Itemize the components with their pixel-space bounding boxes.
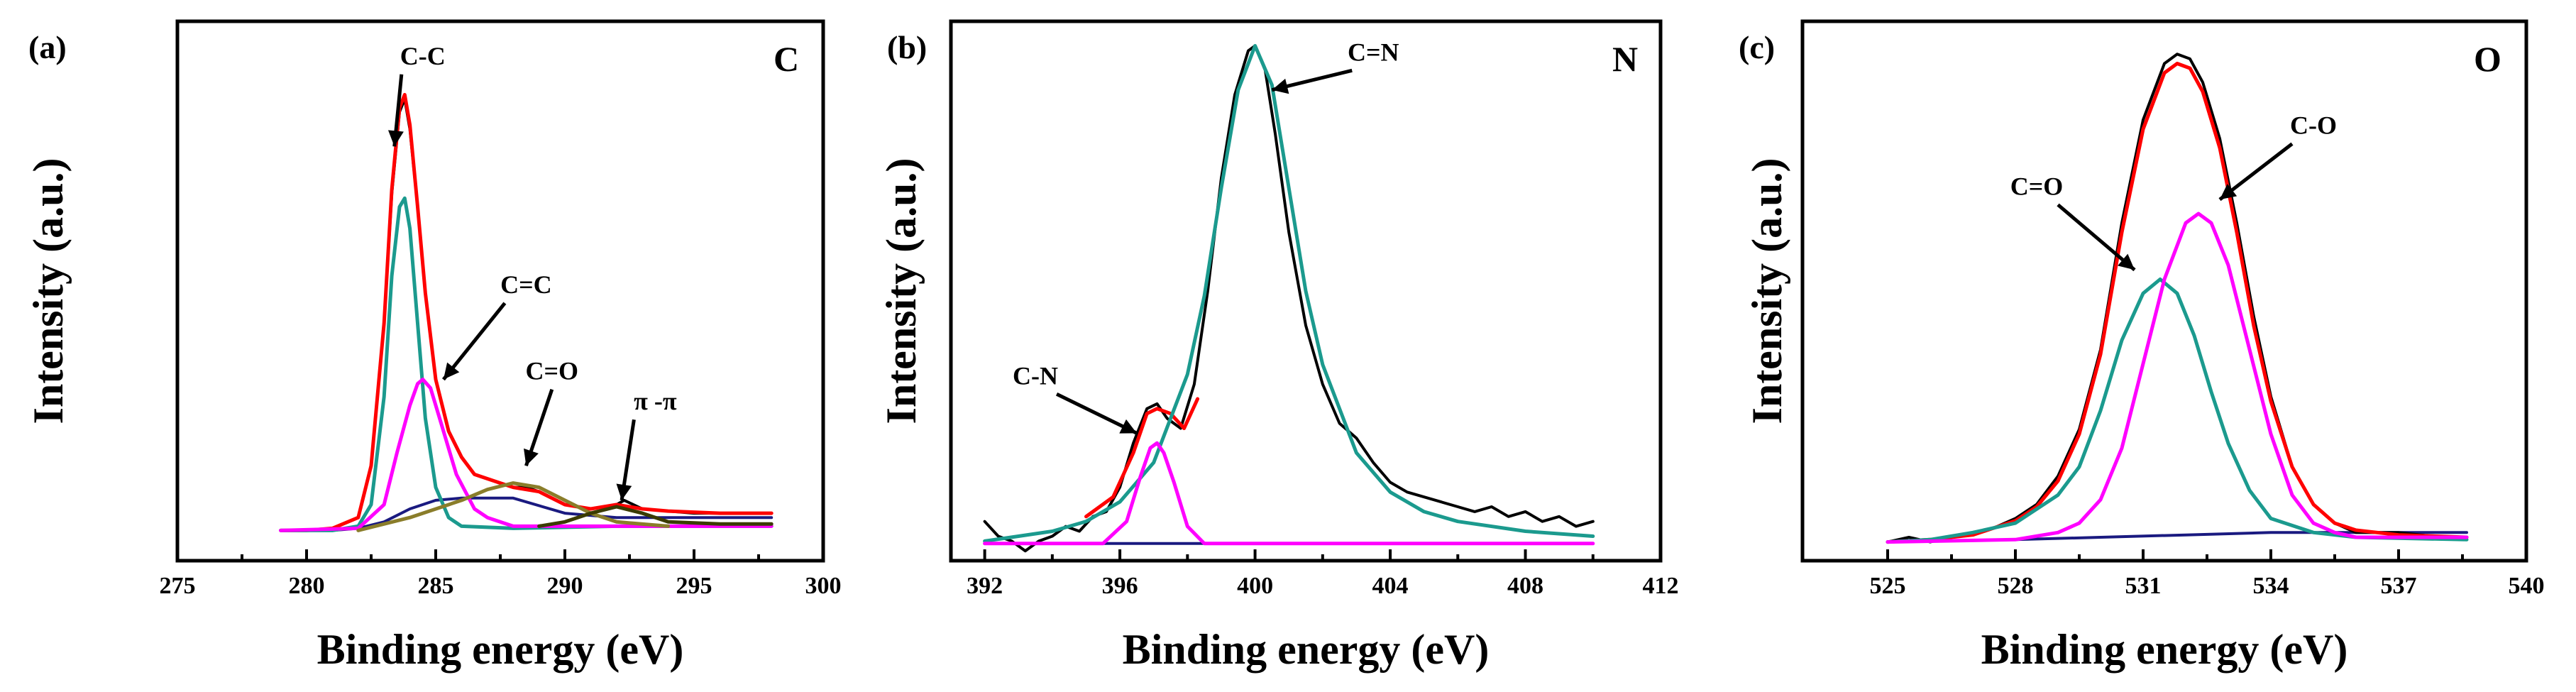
x-axis-title-c: Binding energy (eV) xyxy=(1981,626,2348,673)
x-tick-label: 531 xyxy=(2125,573,2162,599)
series-curves-a xyxy=(279,92,774,532)
x-tick-label: 290 xyxy=(547,573,583,599)
x-ticks-b: 392 396 400 404 408 412 xyxy=(967,549,1679,599)
x-tick-label: 404 xyxy=(1372,573,1409,599)
annotation-c-eq-n: C=N xyxy=(1348,38,1399,66)
x-tick-label: 392 xyxy=(967,573,1003,599)
series-raw-data xyxy=(983,44,1595,553)
annotation-arrowhead xyxy=(2118,253,2135,270)
annotation-arrowhead xyxy=(1272,78,1289,94)
plot-frame-c xyxy=(1800,19,2528,563)
x-tick-label: 275 xyxy=(160,573,196,599)
x-tick-label: 525 xyxy=(1870,573,1906,599)
series-c-c xyxy=(279,196,774,532)
x-tick-label: 408 xyxy=(1507,573,1543,599)
annotation-arrowhead xyxy=(387,130,404,147)
x-axis-title-b: Binding energy (eV) xyxy=(1123,626,1490,673)
chart-panel-a: (a) C Intensity (a.u.) Binding energy (e… xyxy=(25,19,842,673)
element-label-b: N xyxy=(1612,39,1638,79)
x-tick-label: 280 xyxy=(289,573,325,599)
annotation-c-c: C-C xyxy=(400,42,446,70)
annotation-c-eq-o: C=O xyxy=(526,357,579,385)
x-tick-label: 540 xyxy=(2509,573,2545,599)
annotation-arrow xyxy=(441,302,507,381)
series-curves-b xyxy=(983,44,1595,553)
x-tick-label: 534 xyxy=(2253,573,2289,599)
annotation-c-eq-o: C=O xyxy=(2010,172,2064,201)
series-pi-pi xyxy=(537,505,774,528)
y-axis-title-c: Intensity (a.u.) xyxy=(1744,158,1790,424)
panel-label-a: (a) xyxy=(28,29,67,65)
annotation-arrowhead xyxy=(616,483,632,500)
element-label-c: O xyxy=(2474,39,2501,79)
series-envelope xyxy=(1084,397,1200,519)
x-tick-label: 537 xyxy=(2381,573,2417,599)
series-envelope xyxy=(1886,62,2469,544)
chart-panel-b: (b) N Intensity (a.u.) Binding energy (e… xyxy=(878,19,1679,673)
x-tick-label: 295 xyxy=(676,573,712,599)
series-c-eq-o xyxy=(356,481,671,532)
series-c-eq-n xyxy=(983,44,1595,543)
x-ticks-c: 525 528 531 534 537 540 xyxy=(1870,549,2545,599)
element-label-a: C xyxy=(774,39,799,79)
x-tick-label: 396 xyxy=(1102,573,1138,599)
y-axis-title-b: Intensity (a.u.) xyxy=(878,158,925,424)
series-curves-c xyxy=(1886,53,2469,544)
annotation-arrowhead xyxy=(443,362,460,380)
annotation-c-eq-c: C=C xyxy=(500,270,552,299)
x-tick-label: 412 xyxy=(1643,573,1679,599)
annotation-arrowhead xyxy=(2220,183,2238,200)
annotation-pi-pi: π -π xyxy=(634,387,677,415)
x-tick-label: 285 xyxy=(418,573,454,599)
panel-label-b: (b) xyxy=(887,29,927,65)
annotations-a: C-C C=C C=O π -π xyxy=(387,42,677,501)
annotations-c: C-O C=O xyxy=(2010,111,2337,272)
plot-frame-b xyxy=(949,19,1663,563)
series-c-eq-c xyxy=(279,378,774,532)
annotation-c-o: C-O xyxy=(2290,111,2337,140)
chart-panel-c: (c) O Intensity (a.u.) Binding energy (e… xyxy=(1739,19,2545,673)
series-c-o xyxy=(1886,212,2469,544)
x-axis-title-a: Binding energy (eV) xyxy=(317,626,684,673)
annotation-arrowhead xyxy=(524,448,539,466)
annotations-b: C=N C-N xyxy=(1013,38,1399,435)
annotation-c-n: C-N xyxy=(1013,361,1058,390)
panel-label-c: (c) xyxy=(1739,29,1775,65)
annotation-arrow xyxy=(2057,203,2136,272)
annotation-arrowhead xyxy=(1119,419,1137,434)
x-tick-label: 528 xyxy=(1998,573,2034,599)
x-tick-label: 300 xyxy=(805,573,842,599)
series-c-n xyxy=(983,441,1595,546)
y-axis-title-a: Intensity (a.u.) xyxy=(25,158,72,424)
series-c-eq-o xyxy=(1886,278,2469,544)
series-envelope xyxy=(279,92,774,532)
x-tick-label: 400 xyxy=(1237,573,1273,599)
x-ticks-a: 275 280 285 290 295 300 xyxy=(160,549,842,599)
